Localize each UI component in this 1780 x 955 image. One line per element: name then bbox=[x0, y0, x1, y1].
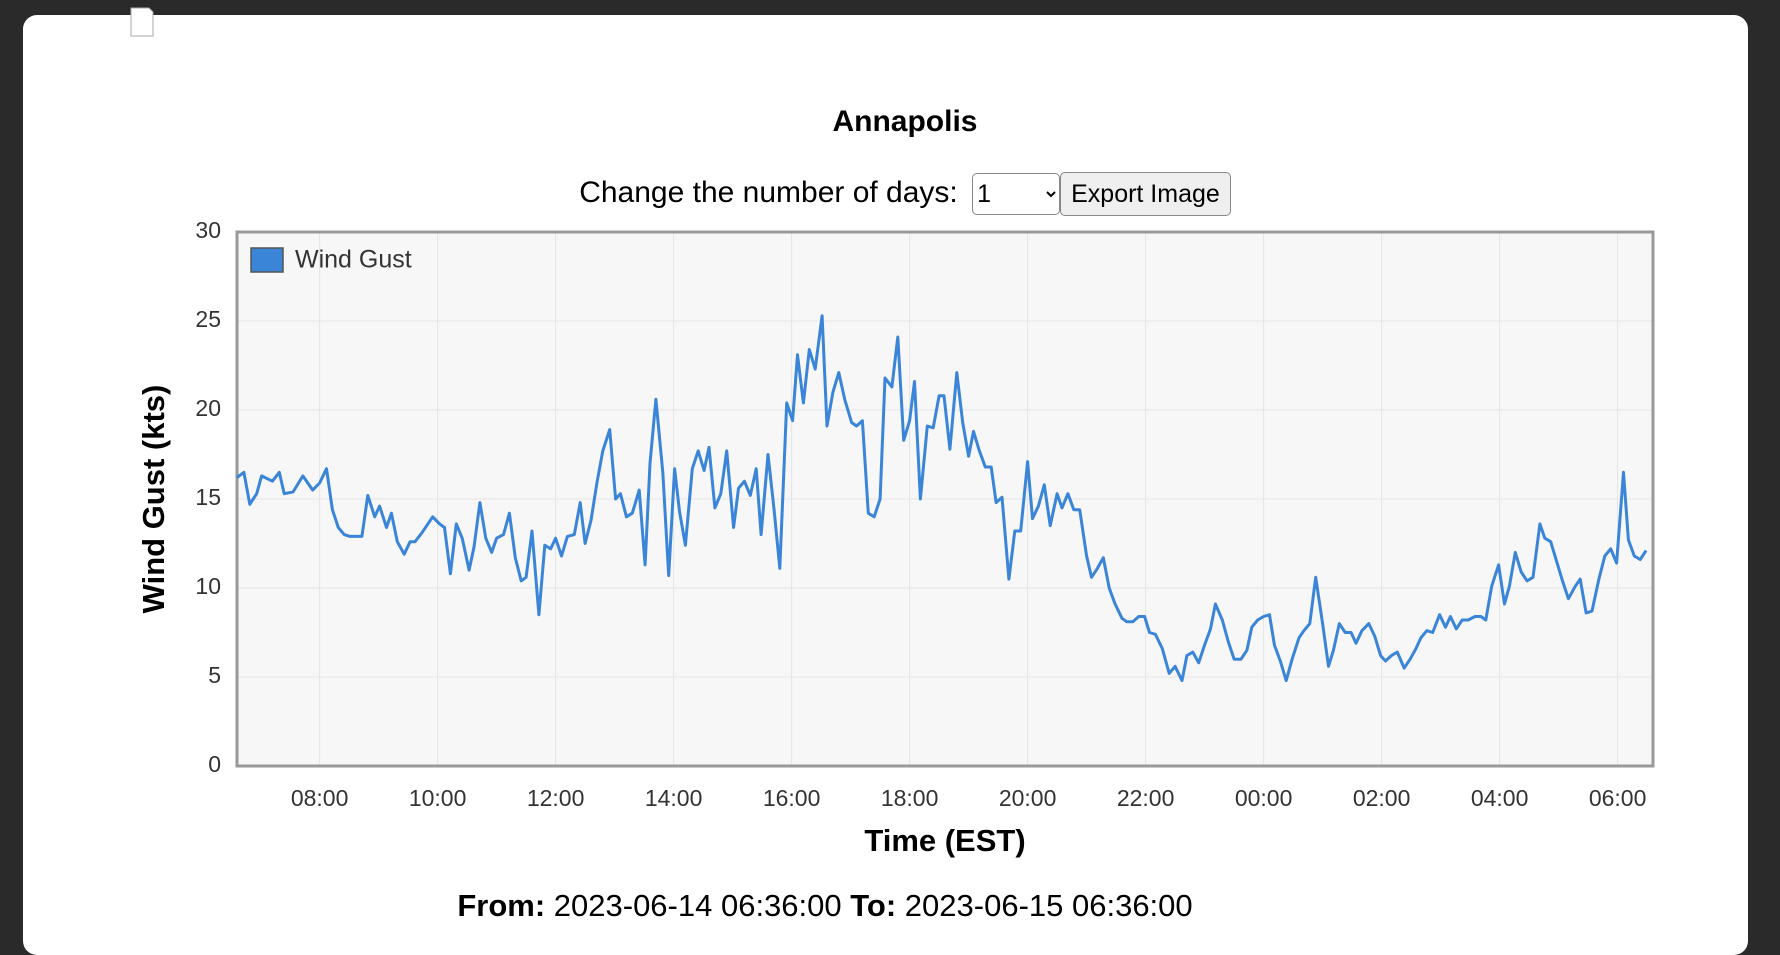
controls: Change the number of days: 1 Export Image bbox=[0, 172, 1780, 216]
to-value: 2023-06-15 06:36:00 bbox=[904, 888, 1193, 923]
file-icon bbox=[130, 7, 154, 37]
y-tick-label: 5 bbox=[208, 662, 221, 688]
x-tick-label: 08:00 bbox=[291, 785, 349, 811]
x-tick-label: 20:00 bbox=[999, 785, 1057, 811]
from-value: 2023-06-14 06:36:00 bbox=[553, 888, 842, 923]
y-tick-label: 20 bbox=[195, 395, 221, 421]
x-tick-label: 02:00 bbox=[1353, 785, 1411, 811]
x-tick-label: 00:00 bbox=[1235, 785, 1293, 811]
y-tick-label: 15 bbox=[195, 484, 221, 510]
y-axis-title: Wind Gust (kts) bbox=[136, 385, 171, 614]
x-tick-label: 04:00 bbox=[1471, 785, 1529, 811]
plot-border bbox=[235, 230, 1655, 768]
x-tick-label: 12:00 bbox=[527, 785, 585, 811]
x-tick-label: 10:00 bbox=[409, 785, 467, 811]
x-axis-title: Time (EST) bbox=[864, 823, 1025, 858]
line bbox=[236, 314, 1648, 683]
export-button[interactable]: Export Image bbox=[1060, 172, 1231, 216]
x-tick-label: 22:00 bbox=[1117, 785, 1175, 811]
y-tick-label: 25 bbox=[195, 306, 221, 332]
days-select[interactable]: 1 bbox=[972, 173, 1061, 215]
days-label: Change the number of days: bbox=[579, 175, 958, 209]
legend-label: Wind Gust bbox=[295, 246, 412, 274]
footer: From: 2023-06-14 06:36:00 To: 2023-06-15… bbox=[0, 888, 1650, 924]
legend-swatch bbox=[250, 247, 284, 273]
from-label: From: bbox=[457, 888, 546, 923]
chart-title: Annapolis bbox=[832, 105, 978, 138]
y-tick-label: 0 bbox=[208, 751, 221, 777]
to-label: To: bbox=[850, 888, 897, 923]
x-tick-label: 14:00 bbox=[645, 785, 703, 811]
x-tick-label: 06:00 bbox=[1589, 785, 1647, 811]
y-tick-label: 30 bbox=[195, 217, 221, 243]
x-tick-label: 18:00 bbox=[881, 785, 939, 811]
x-tick-label: 16:00 bbox=[763, 785, 821, 811]
y-tick-label: 10 bbox=[195, 573, 221, 599]
